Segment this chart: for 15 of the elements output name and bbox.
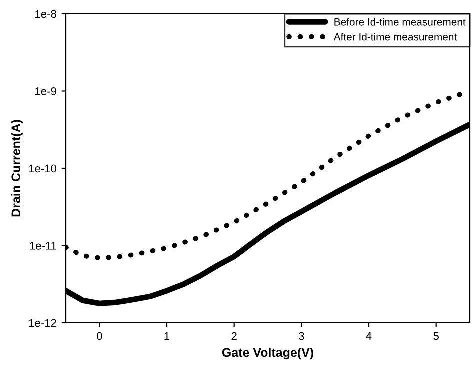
y-tick-label: 1e-9 <box>36 88 56 96</box>
x-tick-label: 1 <box>164 332 170 340</box>
y-tick-label: 1e-11 <box>30 242 56 250</box>
y-tick-label: 1e-10 <box>29 164 57 173</box>
y-tick-label: 1e-12 <box>29 319 56 328</box>
x-tick-label: 3 <box>299 332 304 340</box>
y-axis-title: Drain Current(A) <box>11 120 23 217</box>
x-tick-label: 4 <box>366 332 372 340</box>
legend-label: Before Id-time measurement <box>334 18 466 26</box>
x-tick-label: 2 <box>232 332 237 340</box>
x-tick-label: 5 <box>434 332 439 340</box>
x-axis-title: Gate Voltage(V) <box>222 348 314 360</box>
y-tick-label: 1e-8 <box>36 10 56 18</box>
x-tick-label: 0 <box>97 332 102 340</box>
legend-label: After Id-time measurement <box>334 33 458 41</box>
